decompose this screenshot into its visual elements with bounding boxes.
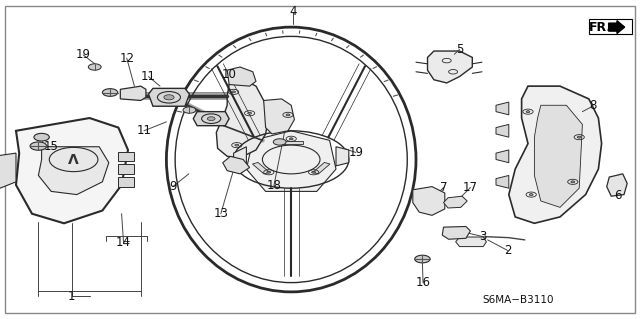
Text: 19: 19: [348, 146, 364, 159]
Text: 11: 11: [141, 70, 156, 83]
Polygon shape: [193, 112, 229, 126]
Text: 6: 6: [614, 189, 622, 202]
Polygon shape: [280, 140, 303, 144]
Polygon shape: [118, 177, 134, 187]
Circle shape: [267, 171, 271, 173]
Polygon shape: [442, 226, 470, 239]
Text: 13: 13: [213, 207, 228, 220]
Polygon shape: [227, 67, 256, 86]
Text: S6MA−B3110: S6MA−B3110: [483, 295, 554, 305]
Text: 1: 1: [68, 290, 76, 302]
Circle shape: [88, 64, 101, 70]
Circle shape: [286, 114, 290, 116]
Polygon shape: [118, 152, 134, 161]
Circle shape: [30, 142, 47, 150]
Circle shape: [34, 133, 49, 141]
Polygon shape: [496, 102, 509, 115]
Text: 5: 5: [456, 43, 463, 56]
Polygon shape: [246, 131, 336, 191]
Polygon shape: [456, 237, 486, 247]
Circle shape: [235, 144, 239, 146]
Text: FR.: FR.: [589, 21, 612, 33]
Polygon shape: [148, 88, 189, 106]
Text: 18: 18: [266, 179, 282, 192]
Polygon shape: [0, 153, 16, 188]
Polygon shape: [496, 175, 509, 188]
Text: 16: 16: [415, 276, 431, 289]
Polygon shape: [413, 187, 445, 215]
Circle shape: [183, 107, 196, 113]
Polygon shape: [496, 124, 509, 137]
Circle shape: [232, 91, 236, 93]
Text: 8: 8: [589, 100, 597, 112]
Polygon shape: [496, 150, 509, 163]
Polygon shape: [223, 156, 250, 174]
Text: 9: 9: [169, 180, 177, 193]
Circle shape: [207, 117, 215, 121]
Polygon shape: [38, 147, 109, 195]
Text: 17: 17: [463, 181, 478, 194]
Circle shape: [102, 89, 118, 96]
Polygon shape: [607, 174, 627, 196]
Text: 10: 10: [221, 68, 237, 80]
Circle shape: [248, 112, 252, 114]
Polygon shape: [534, 105, 582, 207]
Circle shape: [415, 255, 430, 263]
Polygon shape: [216, 81, 269, 158]
Polygon shape: [120, 86, 146, 100]
Circle shape: [312, 171, 316, 173]
Circle shape: [529, 194, 533, 196]
Bar: [589, 19, 632, 34]
Polygon shape: [509, 86, 602, 223]
Circle shape: [273, 139, 286, 145]
Text: 3: 3: [479, 230, 487, 243]
Polygon shape: [444, 196, 467, 208]
Circle shape: [571, 181, 575, 183]
Circle shape: [289, 138, 293, 140]
Polygon shape: [252, 162, 269, 174]
Text: 11: 11: [136, 124, 152, 137]
Circle shape: [164, 95, 174, 100]
Text: 4: 4: [289, 5, 297, 18]
Circle shape: [526, 111, 530, 113]
FancyArrow shape: [609, 21, 625, 33]
Circle shape: [577, 136, 581, 138]
Text: 12: 12: [119, 52, 134, 64]
Text: Λ: Λ: [68, 152, 79, 167]
Polygon shape: [234, 147, 246, 166]
Polygon shape: [336, 147, 349, 166]
Text: 7: 7: [440, 181, 447, 194]
Text: 14: 14: [116, 236, 131, 249]
Polygon shape: [313, 162, 330, 174]
Polygon shape: [118, 164, 134, 174]
Text: 2: 2: [504, 244, 511, 257]
Text: 19: 19: [76, 48, 91, 61]
Polygon shape: [16, 118, 128, 223]
Text: 15: 15: [44, 140, 59, 152]
Polygon shape: [264, 99, 294, 134]
Polygon shape: [428, 51, 472, 83]
